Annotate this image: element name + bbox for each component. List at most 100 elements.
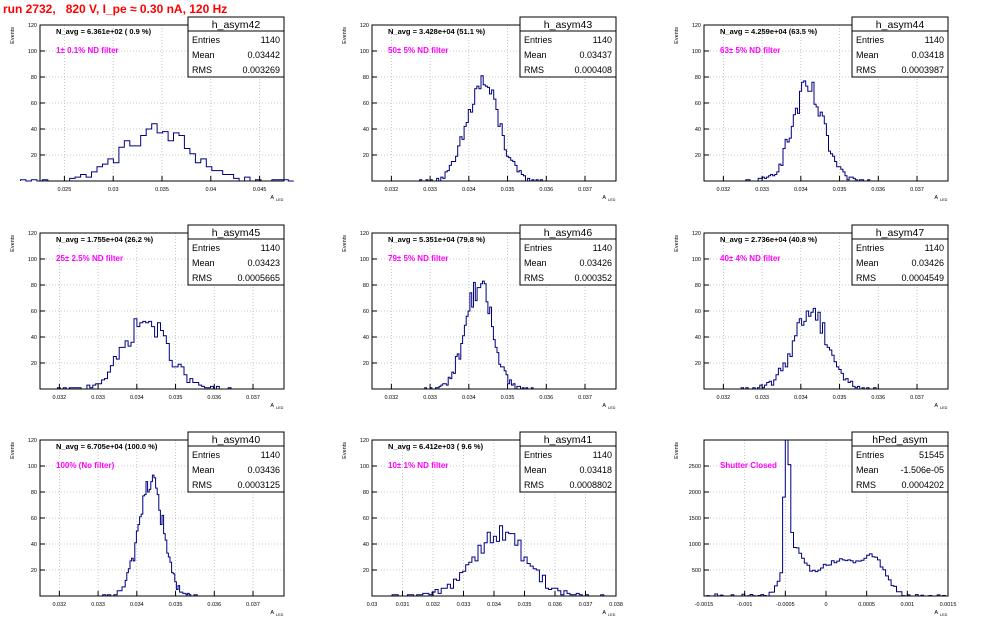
stats-label-entries: Entries bbox=[192, 35, 221, 45]
y-tick-label: 60 bbox=[695, 101, 701, 107]
stats-box bbox=[851, 431, 949, 493]
y-tick-label: 100 bbox=[692, 49, 701, 55]
stats-value-mean: 0.03437 bbox=[579, 50, 612, 60]
stats-label-rms: RMS bbox=[524, 480, 544, 490]
y-tick-label: 20 bbox=[363, 361, 369, 367]
y-tick-label: 120 bbox=[692, 23, 701, 29]
stats-value-mean: 0.03442 bbox=[247, 50, 280, 60]
stats-value-mean: 0.03418 bbox=[579, 465, 612, 475]
stats-label-entries: Entries bbox=[192, 243, 221, 253]
x-tick-label: 0.03 bbox=[367, 602, 378, 608]
x-tick-label: 0.032 bbox=[384, 395, 398, 401]
y-tick-label: 80 bbox=[363, 490, 369, 496]
y-tick-label: 80 bbox=[363, 283, 369, 289]
x-tick-label: 0.03 bbox=[108, 187, 119, 193]
histogram-series bbox=[56, 318, 234, 390]
stats-value-entries: 1140 bbox=[593, 243, 612, 253]
stats-label-mean: Mean bbox=[856, 258, 879, 268]
stats-label-rms: RMS bbox=[856, 480, 876, 490]
x-tick-label: 0.035 bbox=[169, 602, 183, 608]
y-tick-label: 40 bbox=[695, 127, 701, 133]
stats-label-entries: Entries bbox=[524, 35, 553, 45]
y-tick-label: 100 bbox=[360, 464, 369, 470]
x-axis-label-sub: LED bbox=[940, 613, 948, 617]
y-tick-label: 1000 bbox=[689, 542, 701, 548]
stats-value-entries: 1140 bbox=[593, 450, 612, 460]
stats-value-rms: 0.000352 bbox=[574, 273, 612, 283]
y-tick-label: 100 bbox=[28, 464, 37, 470]
stats-value-rms: 0.0005665 bbox=[237, 273, 280, 283]
stats-box bbox=[851, 224, 949, 286]
x-tick-label: 0.035 bbox=[155, 187, 169, 193]
stats-value-mean: 0.03423 bbox=[247, 258, 280, 268]
y-tick-label: 120 bbox=[360, 438, 369, 444]
navg-label: N_avg = 3.428e+04 (51.1 %) bbox=[388, 27, 486, 36]
stats-title: h_asym41 bbox=[544, 434, 593, 446]
panel-h_asym40: 0.032 0.033 0.034 0.035 0.036 0.037 20 40 60 80 10… bbox=[10, 431, 285, 617]
stats-value-rms: 0.0003125 bbox=[237, 480, 280, 490]
stats-label-rms: RMS bbox=[192, 273, 212, 283]
y-tick-label: 40 bbox=[31, 335, 37, 341]
x-tick-label: 0.035 bbox=[833, 395, 847, 401]
x-axis-label-sub: LED bbox=[608, 613, 616, 617]
x-axis-label: A bbox=[270, 610, 274, 616]
page-title: run 2732, 820 V, I_pe ≈ 0.30 nA, 120 Hz bbox=[3, 2, 228, 16]
y-tick-label: 80 bbox=[695, 75, 701, 81]
y-tick-label: 1500 bbox=[689, 516, 701, 522]
x-tick-label: 0.036 bbox=[539, 395, 553, 401]
y-axis-label: Events bbox=[10, 235, 16, 252]
x-tick-label: 0.036 bbox=[548, 602, 562, 608]
x-tick-label: 0.036 bbox=[539, 187, 553, 193]
x-tick-label: 0 bbox=[824, 602, 827, 608]
y-tick-label: 120 bbox=[28, 231, 37, 237]
x-axis-label-sub: LED bbox=[276, 406, 284, 410]
stats-label-mean: Mean bbox=[856, 50, 879, 60]
stats-label-mean: Mean bbox=[524, 258, 547, 268]
stats-label-mean: Mean bbox=[192, 465, 215, 475]
stats-label-rms: RMS bbox=[856, 273, 876, 283]
navg-label: N_avg = 1.755e+04 (26.2 %) bbox=[56, 235, 154, 244]
histogram-series bbox=[419, 75, 547, 182]
x-tick-label: -0.0015 bbox=[695, 602, 714, 608]
x-tick-label: 0.034 bbox=[462, 395, 476, 401]
y-tick-label: 20 bbox=[31, 153, 37, 159]
stats-label-entries: Entries bbox=[524, 450, 553, 460]
navg-label: N_avg = 2.736e+04 (40.8 %) bbox=[720, 235, 818, 244]
y-tick-label: 20 bbox=[695, 361, 701, 367]
stats-label-mean: Mean bbox=[524, 50, 547, 60]
stats-value-rms: 0.003269 bbox=[242, 65, 280, 75]
filter-label: 63± 5% ND filter bbox=[720, 46, 780, 55]
stats-value-mean: 0.03436 bbox=[247, 465, 280, 475]
filter-label: Shutter Closed bbox=[720, 461, 777, 470]
x-tick-label: 0.031 bbox=[396, 602, 410, 608]
y-tick-label: 60 bbox=[363, 101, 369, 107]
y-tick-label: 20 bbox=[363, 568, 369, 574]
y-tick-label: 2000 bbox=[689, 490, 701, 496]
navg-label: N_avg = 6.705e+04 (100.0 %) bbox=[56, 442, 158, 451]
x-tick-label: 0.037 bbox=[910, 187, 924, 193]
stats-value-rms: 0.0004549 bbox=[901, 273, 944, 283]
y-tick-label: 100 bbox=[360, 257, 369, 263]
filter-label: 25± 2.5% ND filter bbox=[56, 254, 123, 263]
stats-value-entries: 51545 bbox=[919, 450, 944, 460]
stats-value-entries: 1140 bbox=[925, 35, 944, 45]
x-axis-label-sub: LED bbox=[940, 198, 948, 202]
stats-title: h_asym47 bbox=[876, 227, 925, 239]
stats-box bbox=[851, 16, 949, 78]
stats-value-entries: 1140 bbox=[261, 243, 280, 253]
stats-label-mean: Mean bbox=[524, 465, 547, 475]
x-tick-label: 0.033 bbox=[755, 187, 769, 193]
y-tick-label: 80 bbox=[363, 75, 369, 81]
y-tick-label: 60 bbox=[31, 309, 37, 315]
x-tick-label: 0.032 bbox=[384, 187, 398, 193]
x-tick-label: 0.033 bbox=[755, 395, 769, 401]
x-tick-label: 0.038 bbox=[609, 602, 623, 608]
stats-value-mean: 0.03426 bbox=[579, 258, 612, 268]
x-tick-label: 0.037 bbox=[578, 187, 592, 193]
y-tick-label: 120 bbox=[360, 231, 369, 237]
stats-box bbox=[187, 224, 285, 286]
stats-label-rms: RMS bbox=[856, 65, 876, 75]
stats-value-mean: 0.03418 bbox=[911, 50, 944, 60]
stats-box bbox=[519, 16, 617, 78]
y-tick-label: 60 bbox=[363, 309, 369, 315]
